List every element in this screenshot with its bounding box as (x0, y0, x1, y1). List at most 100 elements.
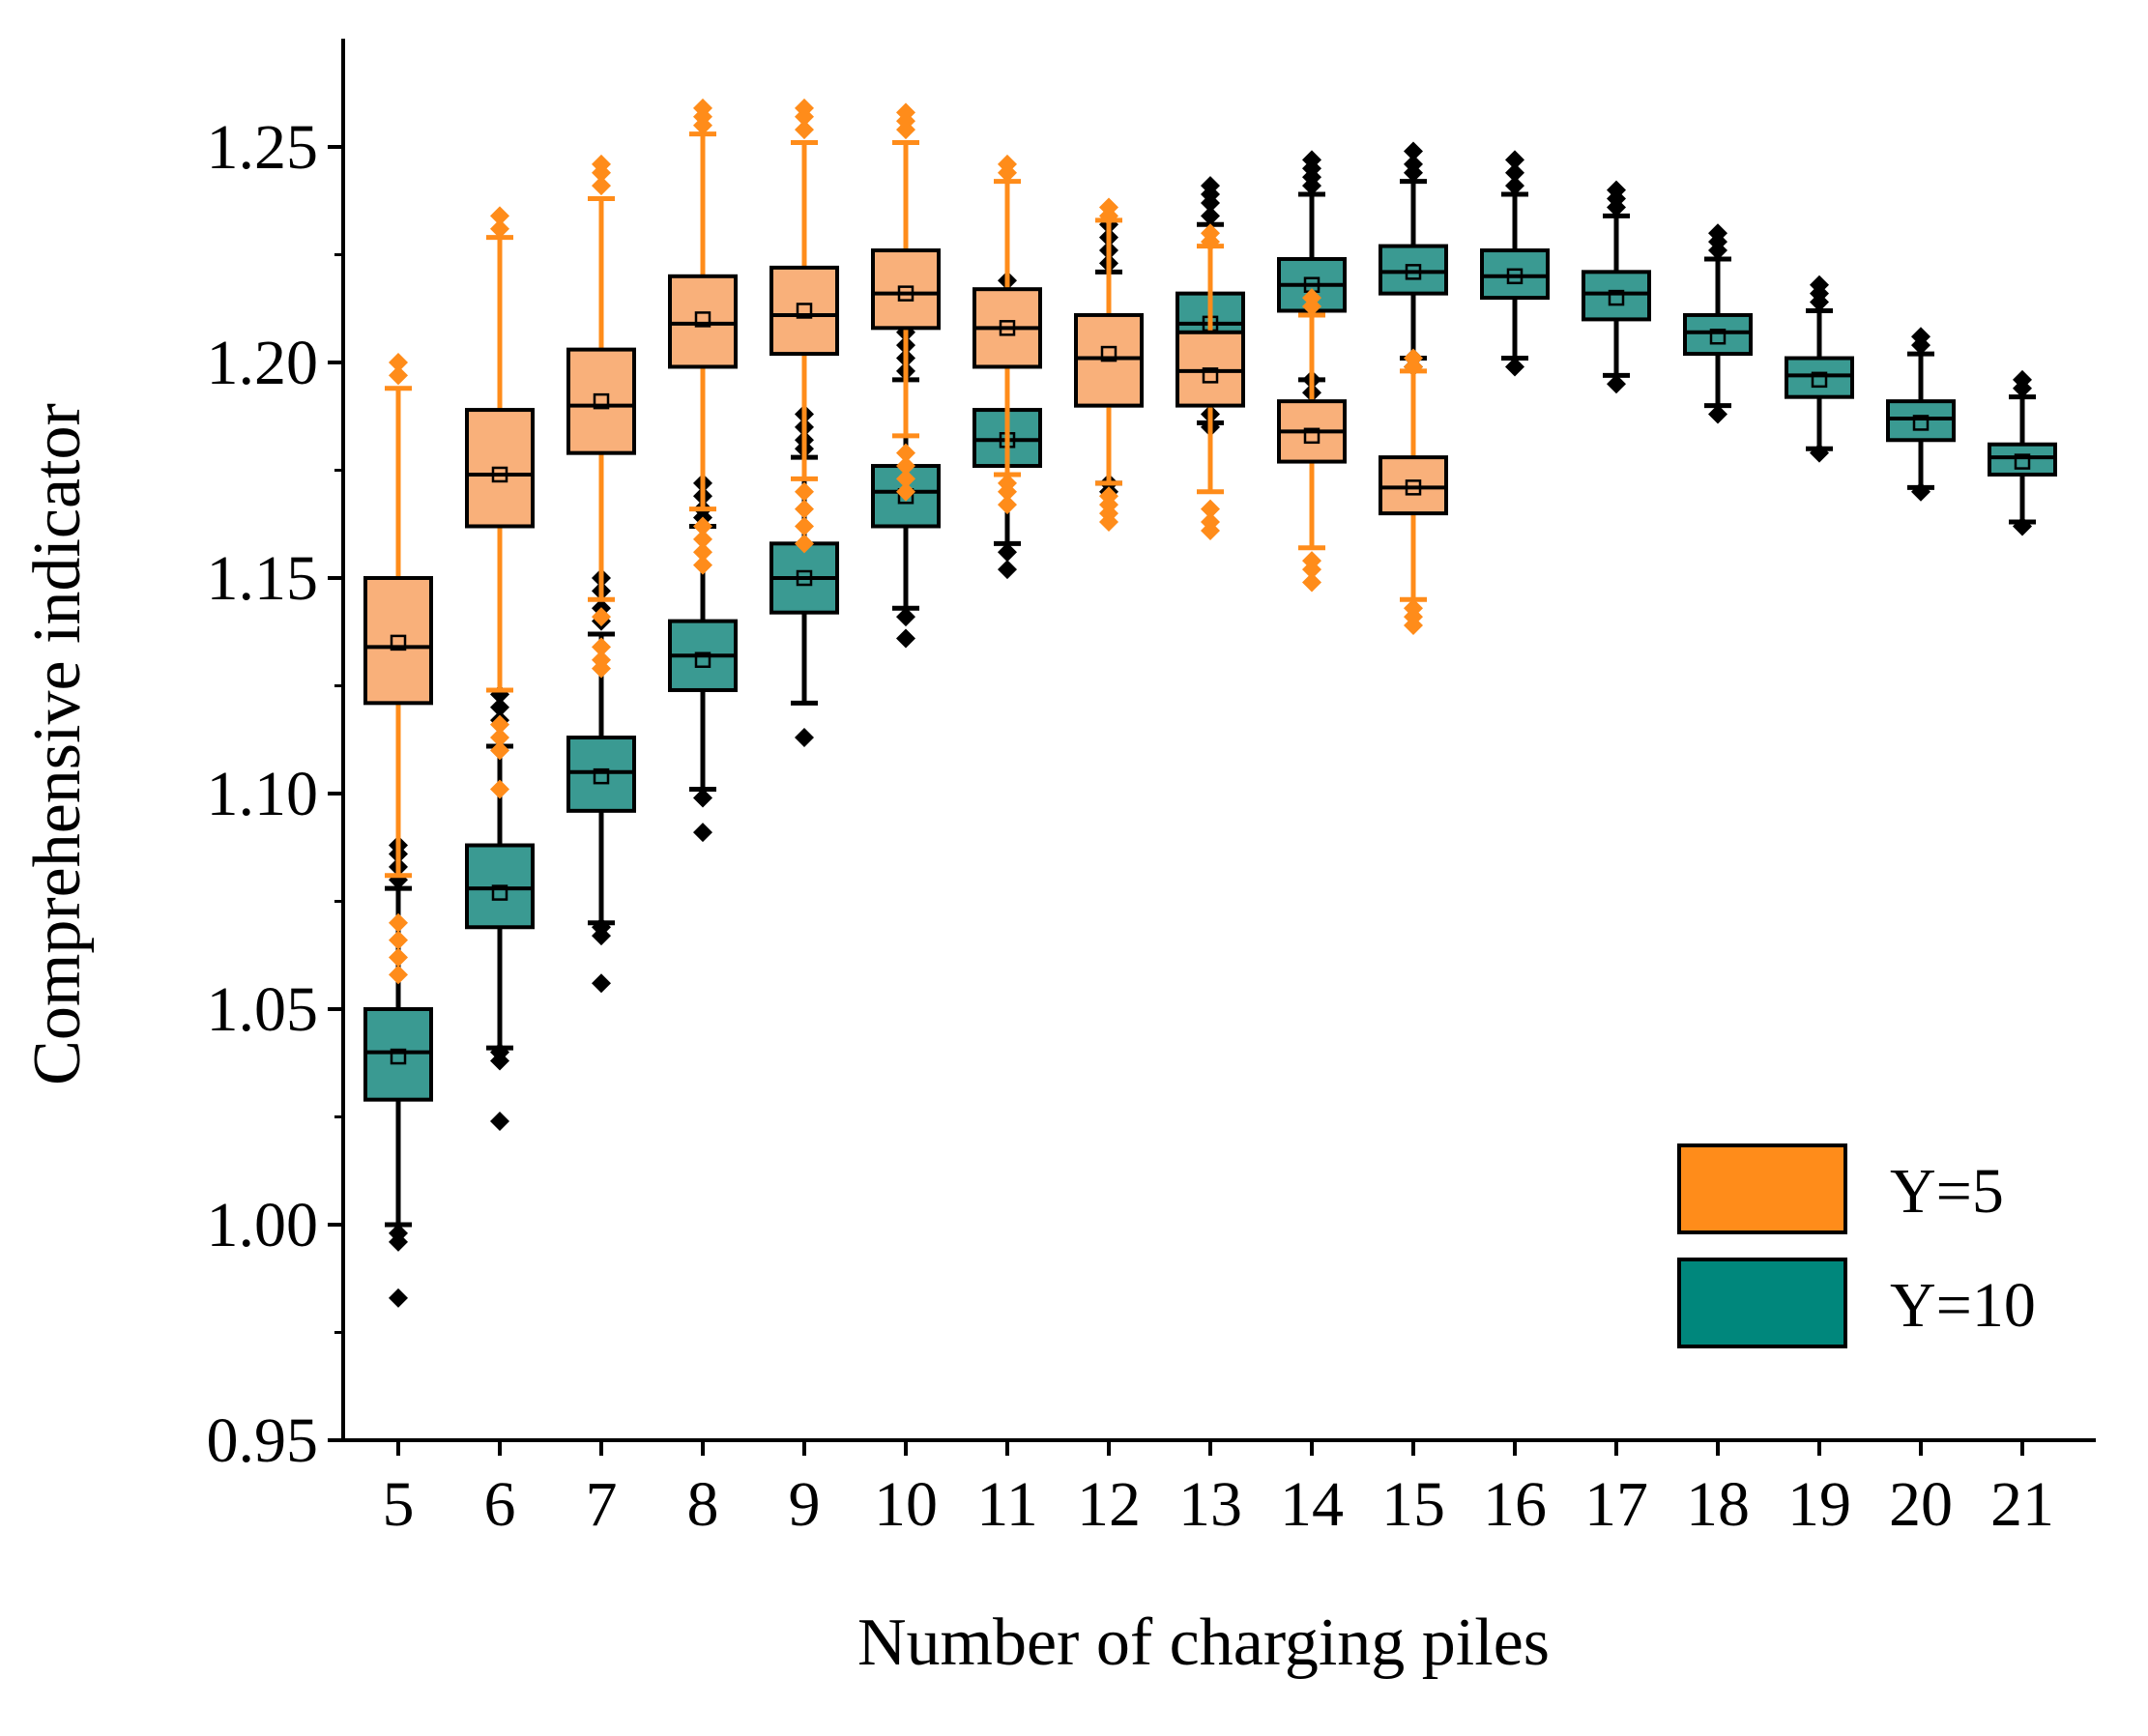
outlier-y5-8-0 (693, 555, 712, 575)
box-y10-21 (1988, 442, 2057, 477)
x-tick-label-20: 20 (1889, 1469, 1953, 1540)
outlier-y10-18-3 (1708, 223, 1727, 244)
outlier-y10-11-0 (998, 560, 1017, 580)
box-y5-7 (566, 347, 636, 455)
y-tick-label-1.05: 1.05 (207, 974, 319, 1045)
outlier-y10-6-4 (490, 697, 509, 717)
outlier-y5-9-2 (795, 499, 814, 519)
outlier-y10-16-0 (1505, 357, 1524, 377)
mean-y10-8 (694, 651, 711, 668)
mean-y10-18 (1709, 328, 1727, 345)
mean-y5-5 (390, 634, 407, 651)
x-tick-label-19: 19 (1787, 1469, 1851, 1540)
y-tick-label-0.95: 0.95 (207, 1405, 319, 1476)
outlier-y5-8-3 (693, 516, 712, 536)
outlier-y10-15-4 (1404, 141, 1423, 161)
legend-label-y10: Y=10 (1890, 1270, 2036, 1341)
outlier-y5-10-6 (896, 102, 915, 123)
mean-y10-6 (491, 884, 508, 901)
outlier-y10-6-2 (490, 1042, 509, 1062)
outlier-y5-10-3 (896, 443, 915, 463)
plot-marks (363, 98, 2057, 1308)
y-axis-title: Comprehensive indicator (20, 403, 95, 1085)
x-tick-label-10: 10 (874, 1469, 938, 1540)
outlier-y10-19-0 (1810, 443, 1829, 463)
x-tick-label-13: 13 (1178, 1469, 1242, 1540)
outlier-y10-19-3 (1810, 275, 1829, 295)
outlier-y5-6-5 (490, 206, 509, 226)
outlier-y10-14-5 (1302, 150, 1321, 170)
outlier-y5-7-2 (592, 637, 611, 657)
x-tick-label-12: 12 (1077, 1469, 1141, 1540)
outlier-y10-16-1 (1505, 176, 1524, 196)
outlier-y5-14-2 (1302, 551, 1321, 571)
outlier-y5-7-3 (592, 607, 611, 627)
x-tick-label-18: 18 (1686, 1469, 1750, 1540)
outlier-y10-8-0 (693, 823, 712, 843)
x-tick-label-15: 15 (1381, 1469, 1445, 1540)
legend-swatch-y5 (1677, 1143, 1847, 1234)
outlier-y10-21-2 (2013, 369, 2032, 390)
outlier-y10-15-3 (1404, 154, 1423, 174)
outlier-y5-8-2 (693, 529, 712, 549)
outlier-y10-21-0 (2013, 516, 2032, 536)
outlier-y5-9-4 (795, 120, 814, 140)
outlier-y5-6-3 (490, 714, 509, 735)
mean-y5-7 (593, 392, 610, 410)
mean-y5-10 (897, 285, 914, 302)
mean-y10-21 (2014, 453, 2031, 470)
y-tick-label-1.15: 1.15 (207, 543, 319, 614)
outlier-y5-11-2 (998, 473, 1017, 493)
outlier-y5-6-2 (490, 728, 509, 748)
outlier-y5-10-2 (896, 456, 915, 477)
mean-y10-9 (796, 569, 813, 587)
mean-y5-12 (1100, 345, 1118, 362)
x-tick-label-7: 7 (586, 1469, 618, 1540)
outlier-y10-16-2 (1505, 162, 1524, 183)
outlier-y5-5-3 (389, 912, 408, 933)
outlier-y5-12-3 (1099, 486, 1118, 506)
outlier-y5-12-5 (1099, 197, 1118, 217)
mean-y10-15 (1405, 264, 1422, 280)
outlier-y10-8-1 (693, 788, 712, 808)
x-tick-label-5: 5 (383, 1469, 415, 1540)
outlier-y5-5-1 (389, 947, 408, 968)
box-y10-18 (1683, 312, 1753, 357)
outlier-y10-20-0 (1911, 481, 1930, 502)
box-y5-6 (465, 408, 535, 529)
outlier-y5-6-0 (490, 779, 509, 799)
box-y10-20 (1886, 399, 1956, 443)
x-tick-label-17: 17 (1584, 1469, 1648, 1540)
outlier-y10-17-0 (1607, 374, 1626, 394)
outlier-y5-13-2 (1201, 499, 1220, 519)
mean-y10-16 (1506, 268, 1524, 285)
box-y10-16 (1480, 248, 1550, 301)
x-tick-label-9: 9 (789, 1469, 821, 1540)
outlier-y10-11-1 (998, 542, 1017, 563)
mean-y5-14 (1303, 427, 1321, 445)
y-tick-label-1.20: 1.20 (207, 328, 319, 398)
outlier-y10-10-1 (896, 607, 915, 627)
box-y5-15 (1379, 455, 1448, 516)
outlier-y5-10-0 (896, 481, 915, 502)
mean-y5-11 (999, 320, 1016, 336)
outlier-y5-15-2 (1404, 598, 1423, 619)
outlier-y10-13-2 (1201, 206, 1220, 226)
y-tick-label-1.25: 1.25 (207, 112, 319, 183)
x-tick-label-16: 16 (1483, 1469, 1547, 1540)
outlier-y5-13-4 (1201, 223, 1220, 244)
outlier-y5-11-4 (998, 154, 1017, 174)
outlier-y5-8-6 (693, 98, 712, 118)
box-y10-15 (1379, 244, 1448, 296)
outlier-y10-10-0 (896, 628, 915, 649)
outlier-y5-9-6 (795, 98, 814, 118)
outlier-y5-14-4 (1302, 288, 1321, 308)
box-y5-5 (363, 576, 433, 706)
x-tick-label-14: 14 (1280, 1469, 1344, 1540)
box-y10-19 (1785, 356, 1854, 399)
outlier-y5-14-0 (1302, 572, 1321, 593)
outlier-y5-5-0 (389, 965, 408, 985)
outlier-y5-11-0 (998, 495, 1017, 515)
box-y5-8 (668, 274, 738, 369)
outlier-y10-5-0 (389, 1288, 408, 1308)
